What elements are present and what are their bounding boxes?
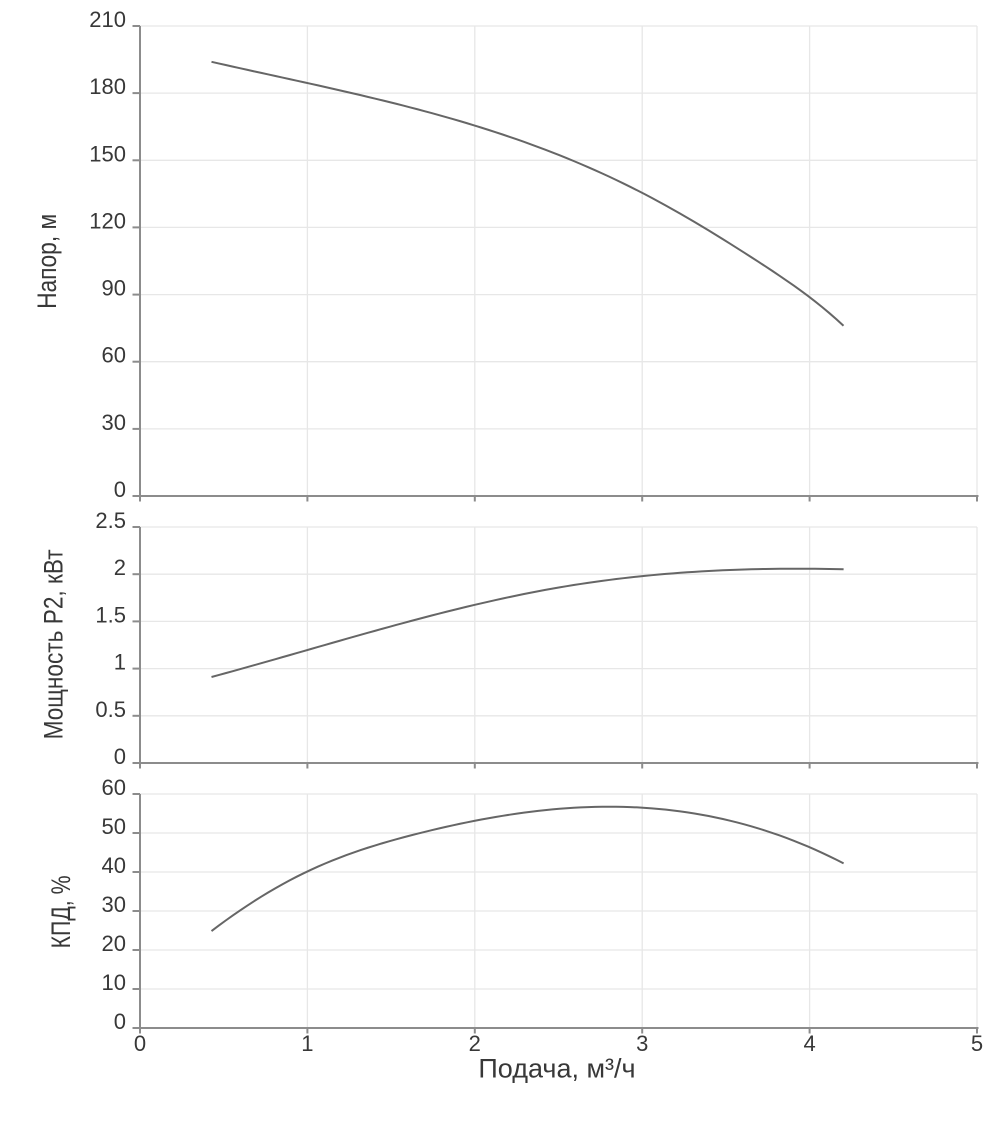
svg-text:КПД, %: КПД, % — [46, 875, 76, 948]
svg-text:90: 90 — [102, 276, 126, 301]
svg-text:60: 60 — [102, 343, 126, 368]
svg-text:210: 210 — [89, 7, 126, 32]
svg-text:Напор, м: Напор, м — [32, 214, 62, 309]
svg-text:50: 50 — [102, 814, 126, 839]
svg-text:30: 30 — [102, 892, 126, 917]
svg-text:0: 0 — [114, 1009, 126, 1034]
svg-text:0: 0 — [134, 1031, 146, 1056]
svg-text:120: 120 — [89, 208, 126, 233]
svg-text:180: 180 — [89, 74, 126, 99]
svg-text:2: 2 — [114, 555, 126, 580]
svg-text:2: 2 — [469, 1031, 481, 1056]
svg-text:0: 0 — [114, 477, 126, 502]
svg-text:2.5: 2.5 — [95, 508, 126, 533]
svg-text:20: 20 — [102, 931, 126, 956]
svg-text:4: 4 — [803, 1031, 815, 1056]
svg-text:Подача, м³/ч: Подача, м³/ч — [478, 1054, 635, 1084]
svg-text:1: 1 — [114, 650, 126, 675]
svg-text:0.5: 0.5 — [95, 697, 126, 722]
svg-text:1: 1 — [301, 1031, 313, 1056]
svg-text:1.5: 1.5 — [95, 602, 126, 627]
svg-text:5: 5 — [971, 1031, 983, 1056]
svg-text:150: 150 — [89, 141, 126, 166]
svg-text:10: 10 — [102, 970, 126, 995]
svg-text:40: 40 — [102, 853, 126, 878]
svg-text:Мощность P2, кВт: Мощность P2, кВт — [39, 549, 69, 739]
svg-text:0: 0 — [114, 744, 126, 769]
svg-text:30: 30 — [102, 410, 126, 435]
svg-text:60: 60 — [102, 775, 126, 800]
svg-text:3: 3 — [636, 1031, 648, 1056]
